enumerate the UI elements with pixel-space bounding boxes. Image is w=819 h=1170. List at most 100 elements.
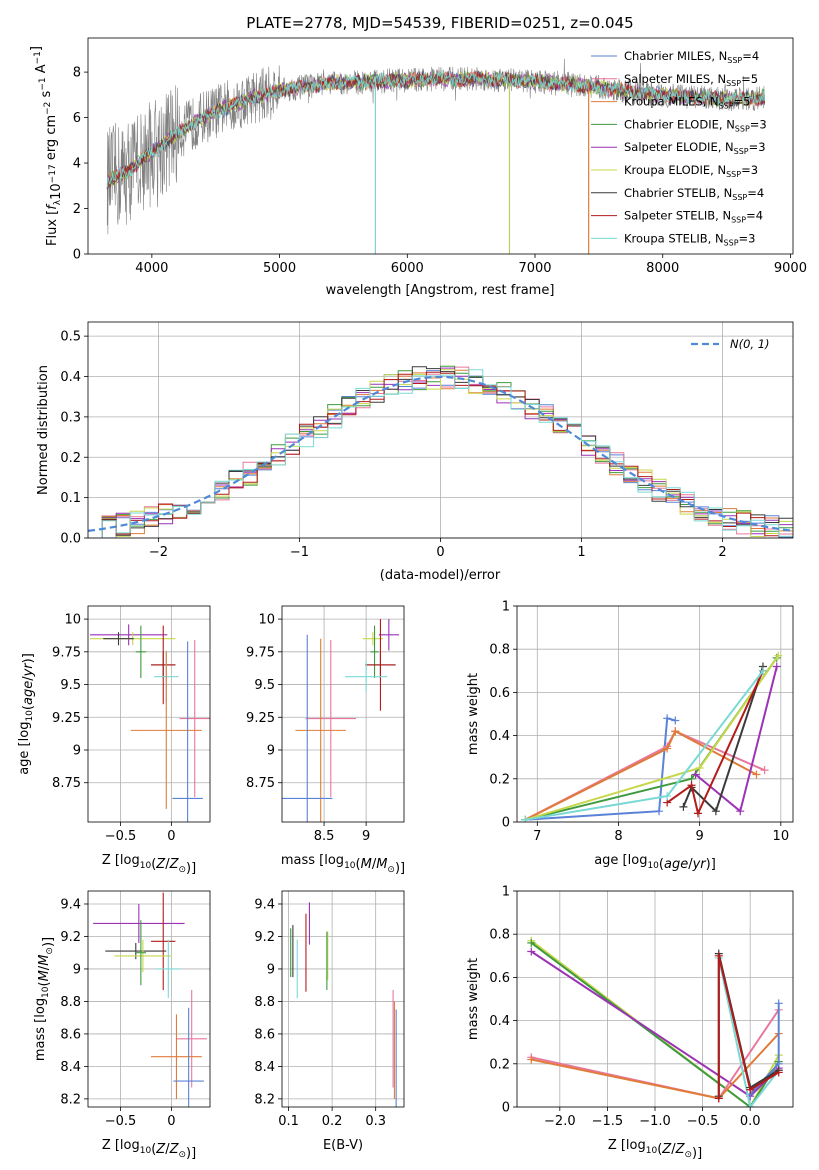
y-tick-label: 0.6: [489, 971, 510, 986]
x-axis-label: (data-model)/error: [380, 568, 501, 583]
x-tick-label: −2: [149, 545, 168, 560]
y-tick-label: 10: [64, 613, 81, 628]
x-tick-label: 4000: [135, 261, 168, 276]
mass-weight-marker: [663, 792, 672, 801]
mass-weight-marker: [691, 770, 700, 779]
x-axis-label: mass [log10(M/M⊙)]: [281, 853, 405, 876]
error-bar-point: [135, 625, 146, 678]
x-tick-label: −0.5: [105, 829, 137, 844]
y-tick-label: 8.4: [60, 1060, 81, 1075]
x-tick-label: 8: [614, 829, 622, 844]
mass-weight-marker: [527, 947, 536, 956]
y-tick-label: 0.8: [489, 928, 510, 943]
error-bar-point: [114, 939, 172, 973]
legend-entry: N(0, 1): [730, 337, 770, 351]
error-bar-point: [90, 624, 168, 646]
y-tick-label: 0.1: [60, 491, 81, 506]
mass-weight-marker: [679, 802, 688, 811]
y-tick-label: 4: [73, 157, 81, 172]
y-tick-label: 1: [502, 885, 510, 900]
legend-entry: Chabrier MILES, NSSP=4: [624, 49, 759, 65]
y-tick-label: 0.4: [489, 1014, 510, 1029]
legend-entry: Chabrier STELIB, NSSP=4: [624, 186, 764, 202]
grid-lines: [282, 891, 404, 1107]
mass-weight-marker: [774, 1068, 783, 1077]
mass-weight-marker: [671, 716, 680, 725]
mass-weight-line: [524, 729, 757, 821]
plot-area: [106, 58, 765, 254]
y-tick-label: 0.2: [489, 1057, 510, 1072]
y-tick-label: 0.3: [60, 410, 81, 425]
grid-lines: [282, 606, 404, 822]
x-tick-label: 2: [718, 545, 726, 560]
chart-3: 8.5 9 8.75 9 9.25 9.5 9.75 10 mass [log10(M/M⊙)]: [246, 605, 405, 876]
x-axis-label: E(B-V): [323, 1138, 363, 1153]
y-tick-label: 9.4: [254, 897, 275, 912]
plot-area: [282, 619, 399, 822]
y-tick-label: 0.2: [60, 451, 81, 466]
mass-weight-line: [717, 957, 780, 1107]
mass-weight-marker: [663, 714, 672, 723]
error-bar-point: [93, 903, 185, 943]
y-tick-label: 9.75: [246, 645, 275, 660]
y-tick-label: 8.75: [246, 776, 275, 791]
x-tick-label: 9000: [774, 261, 807, 276]
y-tick-label: 9.4: [60, 897, 81, 912]
y-tick-label: 0: [502, 816, 510, 831]
y-tick-label: 8: [73, 66, 81, 81]
axes-frame: [87, 37, 794, 255]
x-tick-label: 0: [436, 545, 444, 560]
error-bar-point: [345, 660, 388, 693]
legend-entry: Chabrier ELODIE, NSSP=3: [624, 117, 767, 133]
y-tick-label: 10: [258, 613, 275, 628]
legend-entry: Salpeter ELODIE, NSSP=3: [624, 140, 766, 156]
x-axis-label: Z [log10(Z/Z⊙)]: [608, 1138, 702, 1161]
x-tick-label: 0.3: [365, 1114, 386, 1129]
y-tick-label: 8.4: [254, 1060, 275, 1075]
mass-weight-marker: [527, 1055, 536, 1064]
x-tick-label: −0.5: [687, 1114, 719, 1129]
mass-weight-marker: [752, 770, 761, 779]
x-axis-label: age [log10(age/yr)]: [594, 853, 716, 872]
plot-area: [527, 936, 783, 1107]
y-tick-label: 0.8: [489, 643, 510, 658]
y-tick-label: 9.5: [254, 678, 275, 693]
mass-weight-marker: [774, 999, 783, 1008]
mass-weight-line: [717, 955, 780, 1099]
mass-weight-marker: [736, 807, 745, 816]
y-axis-label: mass weight: [466, 673, 481, 755]
x-axis-label: wavelength [Angstrom, rest frame]: [326, 283, 555, 298]
y-tick-label: 0.5: [60, 330, 81, 345]
legend: Chabrier MILES, NSSP=4 Salpeter MILES, NS…: [591, 49, 767, 247]
legend-entry: Salpeter MILES, NSSP=5: [624, 72, 758, 88]
error-bar-point: [365, 619, 396, 711]
y-tick-label: 8.2: [254, 1092, 275, 1107]
error-bar-point: [156, 939, 181, 999]
x-tick-label: 1: [577, 545, 585, 560]
observed-spectrum: [106, 58, 765, 235]
chart-7: −2.0 −1.5 −1.0 −0.5 0.0 0 0.2 0.4 0.6 0.8 1 Z [log1…: [466, 885, 794, 1161]
mass-weight-marker: [663, 744, 672, 753]
y-tick-label: 9: [267, 744, 275, 759]
error-bar-point: [370, 625, 379, 678]
legend-entry: Kroupa ELODIE, NSSP=3: [624, 163, 758, 179]
error-bar-point: [378, 619, 399, 651]
mass-weight-marker: [714, 951, 723, 960]
y-tick-label: 0.2: [489, 772, 510, 787]
histogram-step: [88, 369, 793, 538]
x-tick-label: 0.2: [322, 1114, 343, 1129]
legend-entry: Salpeter STELIB, NSSP=4: [624, 209, 763, 225]
error-bar-point: [135, 920, 146, 986]
error-bar-point: [282, 634, 333, 822]
error-bar-point: [151, 625, 176, 705]
y-tick-label: 0: [502, 1101, 510, 1116]
mass-weight-marker: [671, 727, 680, 736]
x-tick-label: 7: [533, 829, 541, 844]
mass-weight-marker: [695, 764, 704, 772]
error-bar-point: [176, 990, 207, 1088]
plot-area: [93, 892, 207, 1107]
mass-weight-marker: [760, 766, 769, 775]
mass-weight-marker: [711, 807, 720, 816]
y-tick-label: 0.4: [60, 370, 81, 385]
